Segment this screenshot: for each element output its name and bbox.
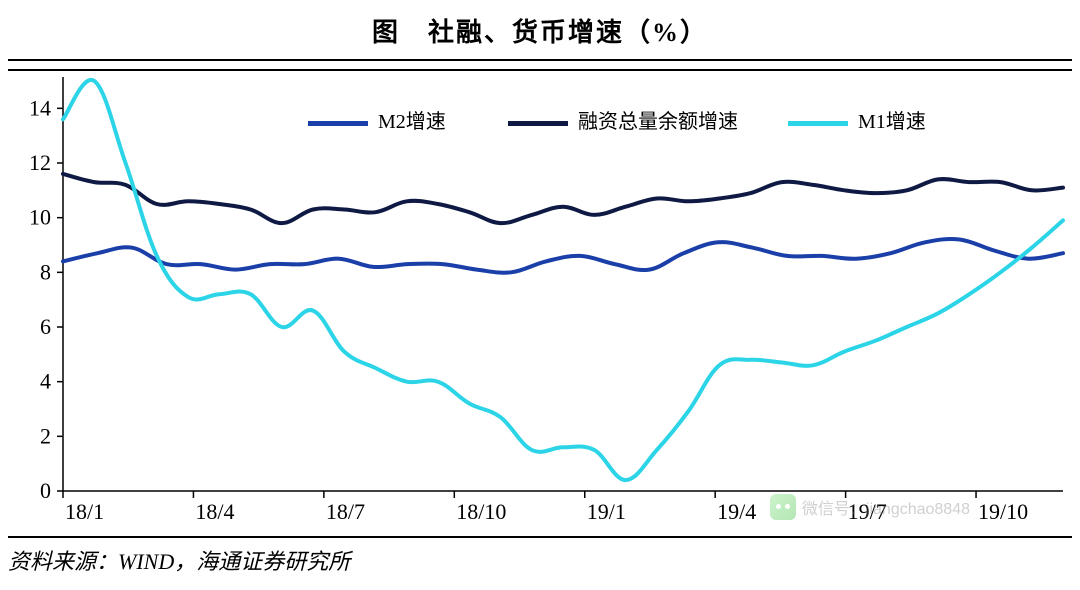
svg-text:14: 14 [29,95,51,120]
svg-text:2: 2 [40,423,51,448]
svg-text:6: 6 [40,314,51,339]
legend-marker [508,121,568,126]
svg-text:18/4: 18/4 [195,499,234,524]
svg-text:8: 8 [40,259,51,284]
svg-text:19/1: 19/1 [587,499,626,524]
legend-label: M2增速 [378,110,446,133]
series-M1增速 [63,80,1063,480]
legend-marker [788,121,848,126]
series-融资总量余额增速 [63,174,1063,223]
svg-text:12: 12 [29,150,51,175]
svg-text:19/4: 19/4 [717,499,756,524]
svg-text:10: 10 [29,205,51,230]
svg-text:19/7: 19/7 [848,499,887,524]
figure-container: 图 社融、货币增速（%） 0 2 4 6 8 10 12 14 18/1 18/4 18/7 18/1… [0,0,1080,590]
title-row: 图 社融、货币增速（%） [8,0,1072,61]
svg-text:18/7: 18/7 [326,499,365,524]
svg-text:19/10: 19/10 [978,499,1028,524]
legend-label: 融资总量余额增速 [578,110,738,133]
svg-text:18/1: 18/1 [65,499,104,524]
legend-label: M1增速 [858,110,926,133]
series-M2增速 [63,239,1063,273]
svg-text:0: 0 [40,478,51,503]
chart-area: 0 2 4 6 8 10 12 14 18/1 18/4 18/7 18/10 19/1 19/4 19/7… [8,69,1072,536]
legend-marker [308,121,368,126]
source-row: 资料来源：WIND，海通证券研究所 [8,536,1072,576]
line-chart-svg: 0 2 4 6 8 10 12 14 18/1 18/4 18/7 18/10 19/1 19/4 19/7… [8,71,1072,531]
svg-text:4: 4 [40,369,51,394]
svg-text:18/10: 18/10 [456,499,506,524]
source-label: 资料来源：WIND，海通证券研究所 [8,549,350,574]
chart-title: 图 社融、货币增速（%） [372,18,708,47]
